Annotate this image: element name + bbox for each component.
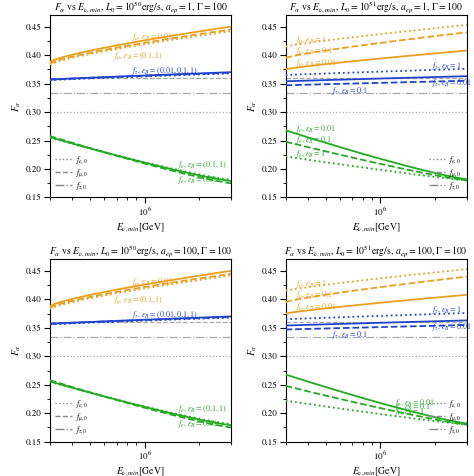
X-axis label: $E_{\nu,min}$[GeV]: $E_{\nu,min}$[GeV] bbox=[352, 465, 401, 476]
Text: $f_e,\,\varepsilon_B=0.01$: $f_e,\,\varepsilon_B=0.01$ bbox=[177, 174, 218, 186]
Text: $f_\mu,\,\varepsilon_B=1$: $f_\mu,\,\varepsilon_B=1$ bbox=[295, 34, 326, 46]
Text: $f_\tau,\,\varepsilon_B=0.1$: $f_\tau,\,\varepsilon_B=0.1$ bbox=[331, 329, 367, 341]
Text: $f_\mu,\,\varepsilon_B=(0.1,1)$: $f_\mu,\,\varepsilon_B=(0.1,1)$ bbox=[113, 294, 164, 306]
Text: $f_e,\,\varepsilon_B=0.1$: $f_e,\,\varepsilon_B=0.1$ bbox=[394, 401, 431, 413]
Text: $f_\tau,\,\varepsilon_B=(0.01,0.1,1)$: $f_\tau,\,\varepsilon_B=(0.01,0.1,1)$ bbox=[131, 65, 198, 77]
Text: $f_\tau,\,\varepsilon_B=1$: $f_\tau,\,\varepsilon_B=1$ bbox=[430, 304, 461, 316]
Text: $f_e,\,\varepsilon_B=(0.1,1)$: $f_e,\,\varepsilon_B=(0.1,1)$ bbox=[177, 403, 227, 415]
Legend: $f_{e,0}$, $f_{\mu,0}$, $f_{\tau,0}$: $f_{e,0}$, $f_{\mu,0}$, $f_{\tau,0}$ bbox=[427, 397, 463, 438]
Text: $f_e,\,\varepsilon_B=(0.1,1)$: $f_e,\,\varepsilon_B=(0.1,1)$ bbox=[177, 159, 227, 171]
Text: $f_\tau,\,\varepsilon_B=0.01$: $f_\tau,\,\varepsilon_B=0.01$ bbox=[430, 77, 471, 89]
Legend: $f_{e,0}$, $f_{\mu,0}$, $f_{\tau,0}$: $f_{e,0}$, $f_{\mu,0}$, $f_{\tau,0}$ bbox=[427, 153, 463, 193]
Text: $f_e,\,\varepsilon_B=0.01$: $f_e,\,\varepsilon_B=0.01$ bbox=[394, 397, 435, 408]
X-axis label: $E_{\nu,min}$[GeV]: $E_{\nu,min}$[GeV] bbox=[352, 221, 401, 234]
Y-axis label: $F_\alpha$: $F_\alpha$ bbox=[246, 345, 259, 357]
Title: $F_\alpha$ vs $E_{\nu,min}$, $L_0=10^{50}$erg/s, $a_{ep}=100$, $\Gamma=100$: $F_\alpha$ vs $E_{\nu,min}$, $L_0=10^{50… bbox=[49, 244, 232, 259]
Y-axis label: $F_\alpha$: $F_\alpha$ bbox=[10, 345, 23, 357]
Text: $f_\mu,\,\varepsilon_B=0.01$: $f_\mu,\,\varepsilon_B=0.01$ bbox=[295, 58, 336, 69]
Text: $f_\tau,\,\varepsilon_B=1$: $f_\tau,\,\varepsilon_B=1$ bbox=[430, 60, 461, 72]
Title: $F_\alpha$ vs $E_{\nu,min}$, $L_0=10^{51}$erg/s, $a_{ep}=1$, $\Gamma=100$: $F_\alpha$ vs $E_{\nu,min}$, $L_0=10^{51… bbox=[289, 0, 463, 15]
Text: $f_\mu,\,\varepsilon_B=0.1$: $f_\mu,\,\varepsilon_B=0.1$ bbox=[295, 45, 332, 57]
Text: $f_e,\,\varepsilon_B=0.01$: $f_e,\,\varepsilon_B=0.01$ bbox=[177, 418, 218, 430]
Text: $f_e,\,\varepsilon_B=0.1$: $f_e,\,\varepsilon_B=0.1$ bbox=[295, 134, 331, 146]
Text: $f_\tau,\,\varepsilon_B=0.01$: $f_\tau,\,\varepsilon_B=0.01$ bbox=[430, 321, 471, 333]
Text: $f_e,\,\varepsilon_B=1$: $f_e,\,\varepsilon_B=1$ bbox=[295, 148, 325, 159]
Text: $f_\mu,\,\varepsilon_B=0.01$: $f_\mu,\,\varepsilon_B=0.01$ bbox=[295, 302, 336, 314]
Text: $f_\mu,\,\varepsilon_B=1$: $f_\mu,\,\varepsilon_B=1$ bbox=[295, 278, 326, 290]
Text: $f_\tau,\,\varepsilon_B=0.1$: $f_\tau,\,\varepsilon_B=0.1$ bbox=[331, 85, 367, 97]
Text: $f_\tau,\,\varepsilon_B=(0.01,0.1,1)$: $f_\tau,\,\varepsilon_B=(0.01,0.1,1)$ bbox=[131, 309, 198, 321]
Text: $f_\mu,\,\varepsilon_B=(0.1,1)$: $f_\mu,\,\varepsilon_B=(0.1,1)$ bbox=[113, 50, 164, 61]
Y-axis label: $F_\alpha$: $F_\alpha$ bbox=[246, 100, 259, 112]
Text: $f_\mu,\,\varepsilon_B=0.1$: $f_\mu,\,\varepsilon_B=0.1$ bbox=[295, 289, 332, 301]
Text: $f_e,\,\varepsilon_B=1$: $f_e,\,\varepsilon_B=1$ bbox=[394, 406, 425, 418]
Legend: $f_{e,0}$, $f_{\mu,0}$, $f_{\tau,0}$: $f_{e,0}$, $f_{\mu,0}$, $f_{\tau,0}$ bbox=[54, 397, 90, 438]
Text: $f_e,\,\varepsilon_B=0.01$: $f_e,\,\varepsilon_B=0.01$ bbox=[295, 123, 336, 135]
Y-axis label: $F_\alpha$: $F_\alpha$ bbox=[10, 100, 23, 112]
Title: $F_\alpha$ vs $E_{\nu,min}$, $L_0=10^{51}$erg/s, $a_{ep}=100$, $\Gamma=100$: $F_\alpha$ vs $E_{\nu,min}$, $L_0=10^{51… bbox=[284, 244, 468, 259]
Text: $f_\mu,\,\varepsilon_B=0.01$: $f_\mu,\,\varepsilon_B=0.01$ bbox=[131, 32, 173, 43]
Legend: $f_{e,0}$, $f_{\mu,0}$, $f_{\tau,0}$: $f_{e,0}$, $f_{\mu,0}$, $f_{\tau,0}$ bbox=[54, 153, 90, 193]
X-axis label: $E_{\nu,min}$[GeV]: $E_{\nu,min}$[GeV] bbox=[116, 221, 165, 234]
Text: $f_\mu,\,\varepsilon_B=0.01$: $f_\mu,\,\varepsilon_B=0.01$ bbox=[131, 276, 173, 288]
Title: $F_\alpha$ vs $E_{\nu,min}$, $L_0=10^{50}$erg/s, $a_{ep}=1$, $\Gamma=100$: $F_\alpha$ vs $E_{\nu,min}$, $L_0=10^{50… bbox=[54, 0, 228, 15]
X-axis label: $E_{\nu,min}$[GeV]: $E_{\nu,min}$[GeV] bbox=[116, 465, 165, 476]
